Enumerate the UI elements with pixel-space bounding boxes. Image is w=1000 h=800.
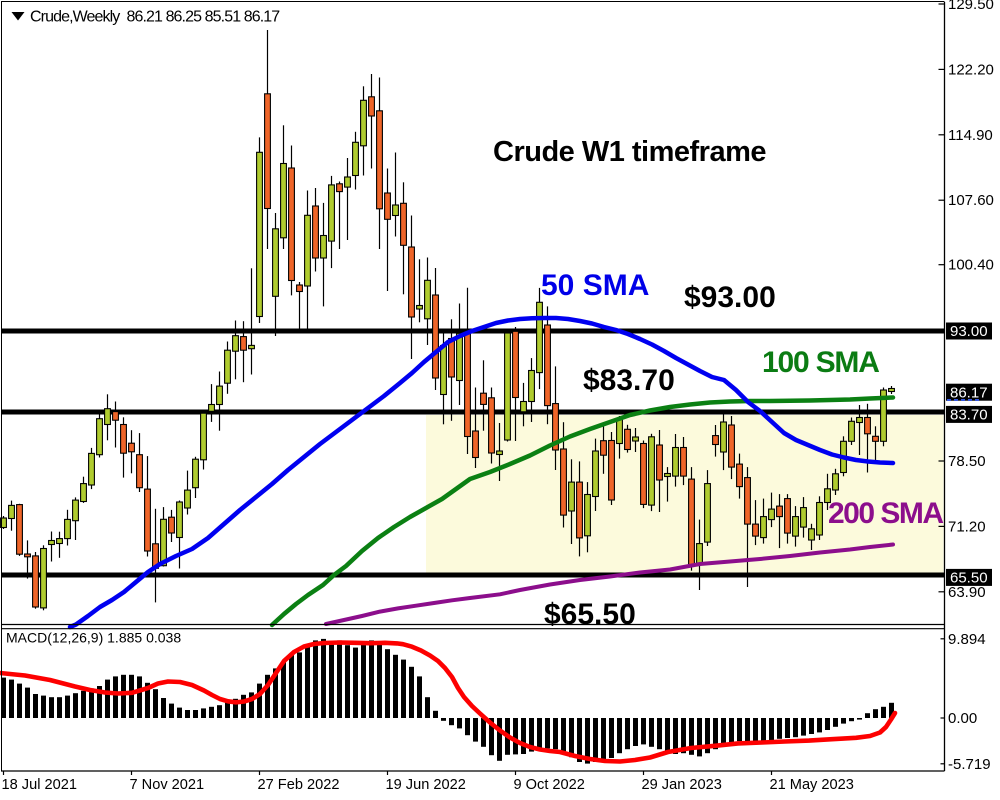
svg-text:100 SMA: 100 SMA [762,346,879,379]
svg-text:114.90: 114.90 [948,127,993,144]
svg-text:Crude,Weekly 86.21 86.25 85.5: Crude,Weekly 86.21 86.25 85.51 86.17 [30,9,280,26]
svg-text:86.17: 86.17 [950,384,988,401]
svg-text:71.20: 71.20 [948,518,986,535]
svg-text:$65.50: $65.50 [544,598,636,631]
svg-text:MACD(12,26,9) 1.885 0.038: MACD(12,26,9) 1.885 0.038 [6,630,181,646]
svg-text:18 Jul 2021: 18 Jul 2021 [2,777,77,793]
svg-text:27 Feb 2022: 27 Feb 2022 [258,777,340,793]
svg-text:63.90: 63.90 [948,584,986,601]
svg-text:129.50: 129.50 [948,0,994,13]
svg-text:-5.719: -5.719 [948,756,991,773]
svg-text:19 Jun 2022: 19 Jun 2022 [386,777,466,793]
svg-text:Crude W1 timeframe: Crude W1 timeframe [493,136,766,168]
svg-text:78.50: 78.50 [948,453,986,470]
svg-text:50 SMA: 50 SMA [541,269,649,302]
svg-text:9.894: 9.894 [948,631,986,648]
svg-text:0.00: 0.00 [948,710,977,727]
svg-text:65.50: 65.50 [950,570,988,587]
svg-text:200 SMA: 200 SMA [828,497,943,530]
svg-text:7 Nov 2021: 7 Nov 2021 [130,777,205,793]
svg-text:93.00: 93.00 [950,323,988,340]
svg-text:$83.70: $83.70 [583,364,675,397]
svg-text:29 Jan 2023: 29 Jan 2023 [642,777,722,793]
svg-text:9 Oct 2022: 9 Oct 2022 [514,777,585,793]
svg-text:107.60: 107.60 [948,192,994,209]
svg-text:21 May 2023: 21 May 2023 [770,777,854,793]
svg-text:122.20: 122.20 [948,61,994,78]
svg-text:100.40: 100.40 [948,257,994,274]
svg-text:$93.00: $93.00 [684,281,776,314]
svg-text:83.70: 83.70 [950,407,988,424]
